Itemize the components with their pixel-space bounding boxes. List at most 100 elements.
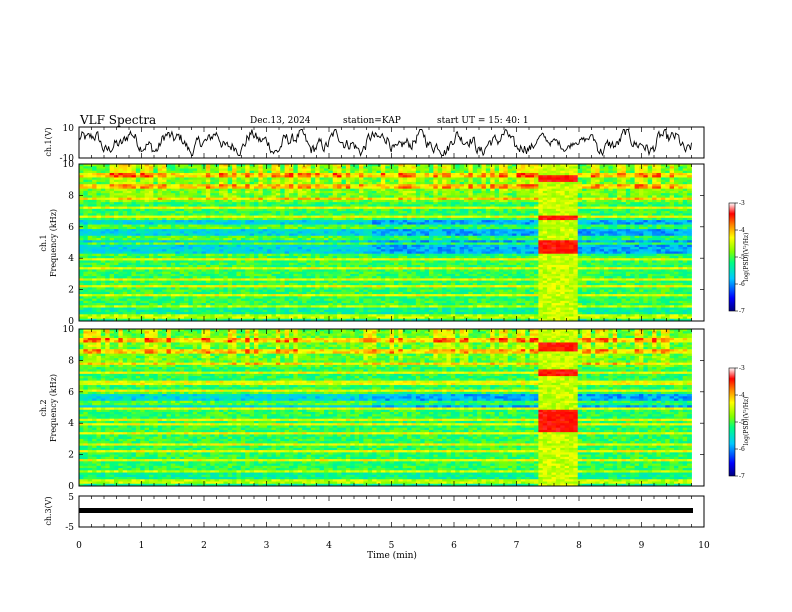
spectrogram-cell [306,213,312,216]
spectrogram-cell [83,197,89,201]
spectrogram-cell [179,186,185,190]
spectrogram-cell [92,222,97,225]
spectrogram-cell [328,305,334,308]
spectrogram-cell [127,255,132,259]
spectrogram-cell [96,226,102,230]
spectrogram-cell [192,186,198,190]
spectrogram-cell [223,193,229,196]
spectrogram-cell [201,222,207,225]
spectrogram-cell [328,199,334,203]
spectrogram-cell [363,300,369,304]
spectrogram-cell [232,246,237,250]
spectrogram-cell [297,164,303,167]
spectrogram-cell [254,235,259,239]
spectrogram-cell [315,240,321,243]
spectrogram-cell [341,206,347,210]
spectrogram-cell [135,233,141,237]
spectrogram-cell [79,190,84,194]
spectrogram-cell [166,238,172,241]
spectrogram-cell [332,166,338,169]
spectrogram-cell [262,213,268,216]
spectrogram-cell [389,181,395,185]
spectrogram-cell [297,246,303,250]
spectrogram-cell [354,231,360,234]
spectrogram-cell [149,260,154,264]
spectrogram-cell [258,215,264,219]
spectrogram-cell [372,172,377,176]
spectrogram-cell [131,309,137,313]
spectrogram-cell [144,206,150,210]
spectrogram-cell [166,181,172,185]
spectrogram-cell [315,164,321,167]
spectrogram-cell [315,172,321,176]
spectrogram-cell [114,296,119,299]
spectrogram-cell [284,188,290,192]
spectrogram-cell [100,170,106,174]
spectrogram-cell [359,267,364,270]
spectrogram-cell [275,242,281,246]
spectrogram-cell [262,184,268,187]
spectrogram-cell [192,208,198,212]
spectrogram-cell [297,280,303,284]
spectrogram-cell [127,316,132,320]
spectrogram-cell [293,305,299,308]
spectrogram-cell [192,184,198,187]
spectrogram-cell [275,199,281,203]
spectrogram-cell [254,258,259,261]
spectrogram-cell [332,229,338,232]
spectrogram-cell [83,312,89,315]
spectrogram-cell [380,260,386,264]
spectrogram-cell [83,253,89,257]
spectrogram-cell [219,181,224,185]
spectrogram-cell [210,264,216,268]
spectrogram-cell [245,199,251,203]
spectrogram-cell [114,264,119,268]
spectrogram-cell [157,300,163,304]
spectrogram-cell [96,246,102,250]
spectrogram-cell [267,206,272,210]
spectrogram-cell [319,305,325,308]
spectrogram-cell [297,197,303,201]
spectrogram-cell [367,188,373,192]
spectrogram-cell [284,253,290,257]
spectrogram-cell [267,289,272,293]
spectrogram-cell [271,204,277,208]
spectrogram-cell [267,280,272,284]
spectrogram-cell [192,240,198,243]
spectrogram-cell [267,282,272,286]
spectrogram-cell [205,181,211,185]
spectrogram-cell [275,195,281,199]
spectrogram-cell [131,211,137,214]
spectrogram-cell [197,197,202,201]
spectrogram-cell [258,177,264,181]
spectrogram-cell [179,190,185,194]
spectrogram-cell [205,235,211,239]
spectrogram-cell [205,188,211,192]
spectrogram-cell [122,224,128,228]
spectrogram-cell [127,170,132,174]
spectrogram-cell [100,229,106,232]
spectrogram-cell [302,251,307,255]
spectrogram-cell [328,269,334,273]
spectrogram-cell [105,220,111,223]
spectrogram-cell [219,246,224,250]
spectrogram-cell [302,249,307,252]
spectrogram-cell [289,177,294,181]
spectrogram-cell [131,287,137,290]
spectrogram-cell [166,289,172,293]
spectrogram-cell [162,296,167,299]
spectrogram-cell [201,269,207,273]
spectrogram-cell [157,260,163,264]
spectrogram-cell [315,224,321,228]
spectrogram-cell [245,184,251,187]
spectrogram-cell [114,220,119,223]
spectrogram-cell [127,211,132,214]
spectrogram-cell [302,168,307,172]
spectrogram-cell [131,262,137,266]
spectrogram-cell [337,314,342,317]
spectrogram-cell [271,184,277,187]
spectrogram-cell [210,199,216,203]
spectrogram-cell [363,211,369,214]
spectrogram-cell [284,181,290,185]
spectrogram-cell [157,206,163,210]
